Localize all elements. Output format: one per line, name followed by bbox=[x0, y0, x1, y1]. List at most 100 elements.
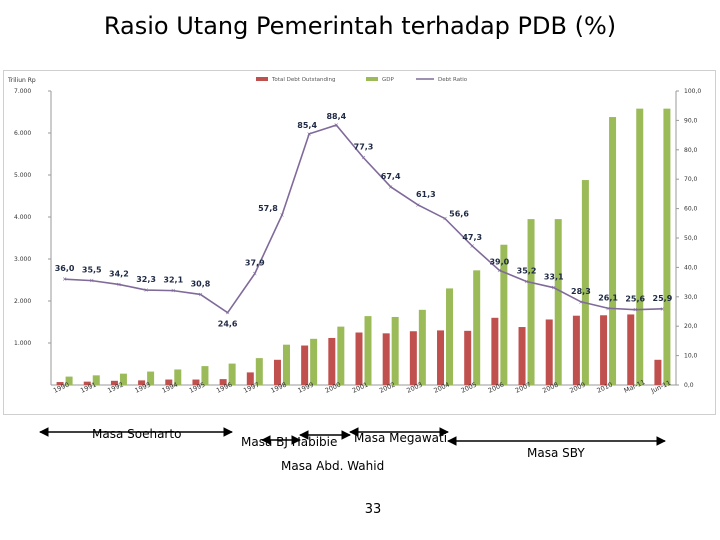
x-tick-label: 2008 bbox=[541, 381, 559, 395]
era-arrows bbox=[39, 427, 666, 446]
x-tick-label: 1996 bbox=[215, 381, 233, 395]
left-tick-label: 6.000 bbox=[14, 130, 31, 137]
debt-ratio-label: 24,6 bbox=[218, 320, 238, 329]
debt-ratio-label: 57,8 bbox=[258, 204, 278, 213]
right-tick-label: 50,0 bbox=[684, 235, 698, 242]
debt-ratio-marker: × bbox=[144, 287, 149, 294]
debt-ratio-marker: × bbox=[633, 307, 638, 314]
debt-bar bbox=[572, 315, 580, 385]
era-label-wahid: Masa Abd. Wahid bbox=[281, 459, 385, 473]
gdp-bar bbox=[391, 316, 399, 385]
gdp-bar bbox=[636, 108, 644, 385]
legend-label: Total Debt Outstanding bbox=[271, 77, 335, 83]
debt-ratio-label: 32,3 bbox=[136, 275, 156, 284]
era-label-sby: Masa SBY bbox=[527, 446, 585, 460]
debt-ratio-line bbox=[64, 124, 663, 314]
legend-label: GDP bbox=[382, 77, 394, 83]
gdp-bar bbox=[201, 366, 209, 385]
right-tick-label: 30,0 bbox=[684, 294, 698, 301]
debt-bar bbox=[600, 315, 608, 385]
debt-ratio-label: 85,4 bbox=[297, 121, 317, 130]
x-tick-label: 2010 bbox=[596, 381, 614, 395]
gdp-bar bbox=[310, 338, 318, 385]
chart-svg: Triliun Rp 7.000 6.000 5.000 4.000 3.000 2.000… bbox=[7, 77, 701, 395]
debt-ratio-label: 33,1 bbox=[544, 273, 564, 282]
x-tick-label: 1992 bbox=[106, 381, 124, 395]
debt-ratio-label: 36,0 bbox=[55, 264, 75, 273]
x-tick-label: 2000 bbox=[324, 381, 342, 395]
debt-ratio-marker: × bbox=[198, 291, 203, 298]
left-tick-label: 5.000 bbox=[14, 172, 31, 179]
debt-bar bbox=[273, 359, 281, 385]
gdp-bar bbox=[92, 375, 100, 385]
debt-ratio-label: 34,2 bbox=[109, 269, 129, 278]
debt-bar bbox=[246, 372, 254, 385]
gdp-bar bbox=[65, 376, 73, 385]
debt-bar bbox=[545, 319, 553, 385]
right-tick-label: 80,0 bbox=[684, 147, 698, 154]
debt-bar bbox=[382, 333, 390, 385]
x-tick-label: 1995 bbox=[188, 381, 206, 395]
page-number: 33 bbox=[364, 502, 382, 517]
era-label-habibie: Masa BJ Habibie bbox=[241, 435, 338, 449]
x-tick-label: 1991 bbox=[79, 381, 97, 395]
debt-ratio-label: 25,9 bbox=[653, 294, 673, 303]
x-tick-label: 2004 bbox=[432, 381, 450, 395]
debt-ratio-label: 56,6 bbox=[449, 210, 469, 219]
right-tick-label: 10,0 bbox=[684, 353, 698, 360]
x-tick-label: 1997 bbox=[242, 381, 260, 395]
debt-ratio-marker: × bbox=[361, 155, 366, 162]
x-tick-label: 1998 bbox=[269, 381, 287, 395]
debt-ratio-marker: × bbox=[415, 202, 420, 209]
x-tick-label: 1994 bbox=[161, 381, 179, 395]
gdp-bar bbox=[364, 316, 372, 385]
x-tick-label: 2005 bbox=[460, 381, 478, 395]
gdp-bar bbox=[282, 344, 290, 385]
debt-ratio-marker: × bbox=[660, 306, 665, 313]
debt-bar bbox=[219, 379, 227, 385]
x-tick-label: 2002 bbox=[378, 381, 396, 395]
debt-bar bbox=[355, 332, 363, 385]
debt-bar bbox=[110, 380, 118, 385]
gdp-bar bbox=[337, 326, 345, 385]
gdp-bar bbox=[228, 363, 236, 385]
debt-ratio-marker: × bbox=[279, 212, 284, 219]
gdp-bar bbox=[663, 108, 671, 385]
debt-ratio-label: 26,1 bbox=[598, 293, 618, 302]
debt-ratio-marker: × bbox=[116, 281, 121, 288]
legend-swatch-debt bbox=[256, 77, 268, 81]
debt-bar bbox=[138, 380, 146, 385]
debt-ratio-marker: × bbox=[62, 276, 67, 283]
era-label-megawati: Masa Megawati bbox=[354, 431, 448, 445]
debt-ratio-label: 47,3 bbox=[462, 233, 482, 242]
debt-ratio-label: 32,1 bbox=[163, 276, 183, 285]
era-label-soeharto: Masa Soeharto bbox=[92, 427, 182, 441]
x-tick-label: 2006 bbox=[487, 381, 505, 395]
x-tick-label: Mar-11 bbox=[623, 378, 647, 395]
right-tick-label: 100,0 bbox=[684, 88, 701, 95]
debt-ratio-label: 67,4 bbox=[381, 172, 401, 181]
right-tick-label: 60,0 bbox=[684, 206, 698, 213]
debt-ratio-label: 88,4 bbox=[326, 112, 346, 121]
x-tick-label: 1993 bbox=[134, 381, 152, 395]
slide-title: Rasio Utang Pemerintah terhadap PDB (%) bbox=[103, 12, 617, 40]
gdp-bar bbox=[255, 358, 263, 385]
left-tick-label: 1.000 bbox=[14, 340, 31, 347]
debt-ratio-marker: × bbox=[443, 216, 448, 223]
debt-bar bbox=[491, 317, 499, 385]
debt-bar bbox=[83, 381, 91, 385]
x-tick-label: 2003 bbox=[405, 381, 423, 395]
left-tick-label: 3.000 bbox=[14, 256, 31, 263]
debt-bar bbox=[654, 359, 662, 385]
debt-ratio-marker: × bbox=[252, 271, 257, 278]
right-tick-label: 90,0 bbox=[684, 117, 698, 124]
debt-ratio-marker: × bbox=[606, 305, 611, 312]
right-tick-label: 70,0 bbox=[684, 176, 698, 183]
debt-ratio-label: 39,0 bbox=[489, 257, 509, 266]
gdp-bar bbox=[554, 219, 562, 385]
debt-bar bbox=[192, 379, 200, 385]
right-tick-label: 40,0 bbox=[684, 264, 698, 271]
left-tick-label: 7.000 bbox=[14, 88, 31, 95]
gdp-bar bbox=[147, 371, 155, 385]
debt-ratio-label: 35,5 bbox=[82, 266, 102, 275]
